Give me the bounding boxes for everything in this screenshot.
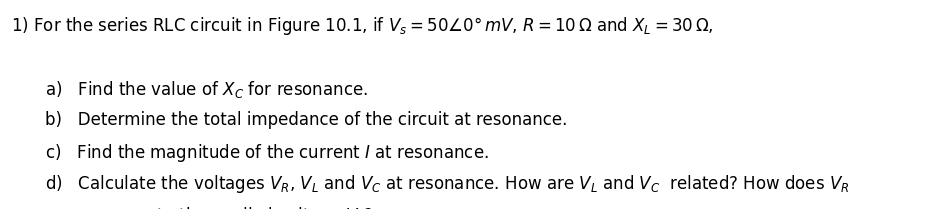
Text: b)   Determine the total impedance of the circuit at resonance.: b) Determine the total impedance of the … bbox=[45, 111, 567, 129]
Text: compare to the applied voltage $V_s$?: compare to the applied voltage $V_s$? bbox=[78, 205, 372, 209]
Text: d)   Calculate the voltages $V_R$, $V_L$ and $V_C$ at resonance. How are $V_L$ a: d) Calculate the voltages $V_R$, $V_L$ a… bbox=[45, 173, 850, 195]
Text: c)   Find the magnitude of the current $I$ at resonance.: c) Find the magnitude of the current $I$… bbox=[45, 142, 489, 164]
Text: a)   Find the value of $X_C$ for resonance.: a) Find the value of $X_C$ for resonance… bbox=[45, 79, 368, 100]
Text: 1) For the series RLC circuit in Figure 10.1, if $V_s = 50\angle0°\,mV$, $R = 10: 1) For the series RLC circuit in Figure … bbox=[11, 15, 714, 37]
